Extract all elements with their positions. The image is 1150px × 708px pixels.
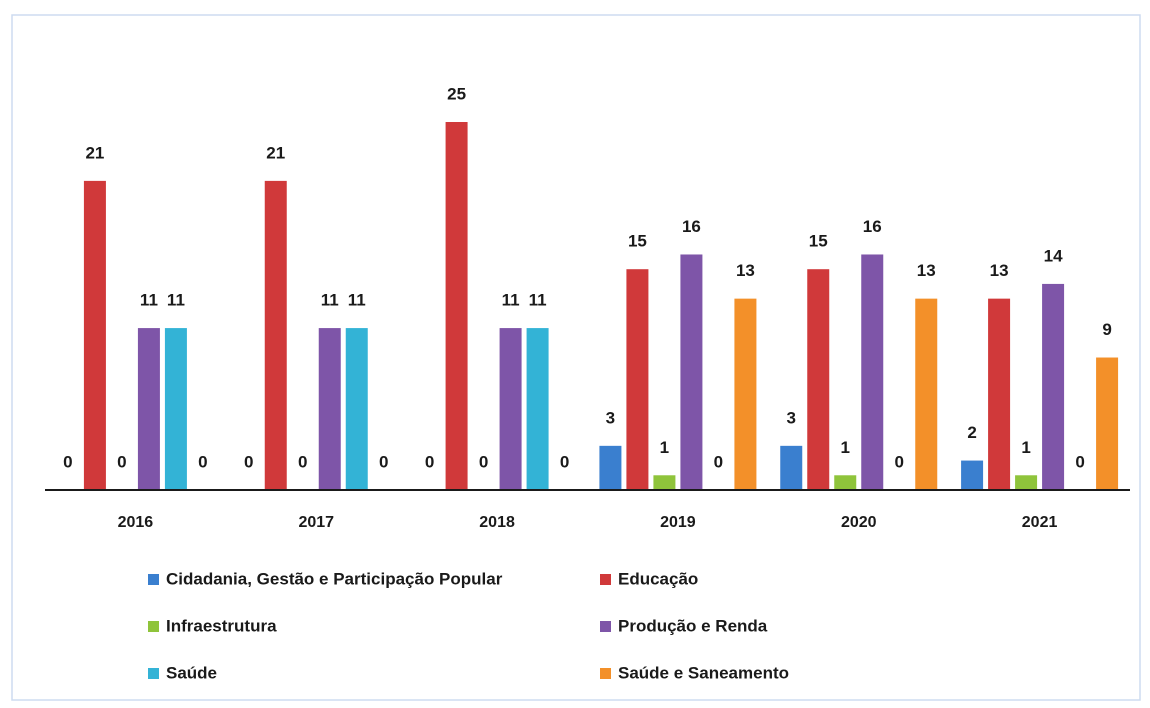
value-label: 21	[266, 143, 285, 162]
legend-swatch	[148, 668, 159, 679]
bar	[1042, 283, 1065, 490]
bar	[526, 328, 549, 490]
bar	[445, 122, 468, 490]
value-label: 0	[244, 452, 253, 471]
value-label: 0	[379, 452, 388, 471]
value-label: 25	[447, 84, 466, 103]
value-label: 1	[660, 438, 669, 457]
bar	[164, 328, 187, 490]
value-label: 0	[895, 452, 904, 471]
bar	[626, 269, 649, 490]
legend-label: Saúde e Saneamento	[618, 663, 789, 682]
bar	[653, 475, 676, 490]
bar	[1096, 357, 1119, 490]
legend-swatch	[148, 574, 159, 585]
legend-label: Saúde	[166, 663, 217, 682]
bar	[680, 254, 703, 490]
value-label: 15	[809, 232, 828, 251]
bar	[264, 180, 287, 490]
value-label: 11	[348, 291, 366, 310]
value-label: 11	[321, 291, 339, 310]
bar	[915, 298, 938, 490]
bar	[807, 269, 830, 490]
legend-swatch	[600, 574, 611, 585]
bar	[599, 445, 622, 490]
value-label: 16	[863, 217, 882, 236]
legend-swatch	[600, 668, 611, 679]
x-tick-label: 2021	[1022, 514, 1058, 531]
bar	[345, 328, 368, 490]
value-label: 2	[967, 423, 976, 442]
value-label: 14	[1044, 246, 1063, 265]
bar	[861, 254, 884, 490]
value-label: 0	[117, 452, 126, 471]
value-label: 13	[736, 261, 755, 280]
chart-frame	[11, 14, 1141, 701]
x-tick-label: 2019	[660, 514, 696, 531]
value-label: 3	[606, 408, 615, 427]
value-label: 11	[529, 291, 547, 310]
value-label: 13	[917, 261, 936, 280]
value-label: 3	[787, 408, 796, 427]
legend-swatch	[148, 621, 159, 632]
value-label: 1	[1021, 438, 1030, 457]
value-label: 0	[425, 452, 434, 471]
bar	[1015, 475, 1038, 490]
value-label: 0	[63, 452, 72, 471]
value-label: 0	[560, 452, 569, 471]
value-label: 21	[85, 143, 104, 162]
x-tick-label: 2016	[118, 514, 154, 531]
value-label: 11	[167, 291, 185, 310]
value-label: 0	[479, 452, 488, 471]
value-label: 0	[714, 452, 723, 471]
value-label: 11	[502, 291, 520, 310]
value-label: 1	[841, 438, 850, 457]
legend-label: Educação	[618, 569, 698, 588]
legend-label: Produção e Renda	[618, 616, 768, 635]
legend-label: Cidadania, Gestão e Participação Popular	[166, 569, 503, 588]
bar	[961, 460, 984, 490]
value-label: 15	[628, 232, 647, 251]
legend-swatch	[600, 621, 611, 632]
bar	[83, 180, 106, 490]
x-tick-label: 2017	[298, 514, 334, 531]
bar	[780, 445, 803, 490]
value-label: 0	[1075, 452, 1084, 471]
bar	[499, 328, 522, 490]
value-label: 13	[990, 261, 1009, 280]
value-label: 16	[682, 217, 701, 236]
value-label: 9	[1102, 320, 1111, 339]
bar	[137, 328, 160, 490]
value-label: 0	[298, 452, 307, 471]
bar	[988, 298, 1011, 490]
legend-label: Infraestrutura	[166, 616, 277, 635]
x-tick-label: 2018	[479, 514, 515, 531]
bar	[734, 298, 757, 490]
bar	[834, 475, 857, 490]
value-label: 11	[140, 291, 158, 310]
value-label: 0	[198, 452, 207, 471]
bar	[318, 328, 341, 490]
x-tick-label: 2020	[841, 514, 877, 531]
